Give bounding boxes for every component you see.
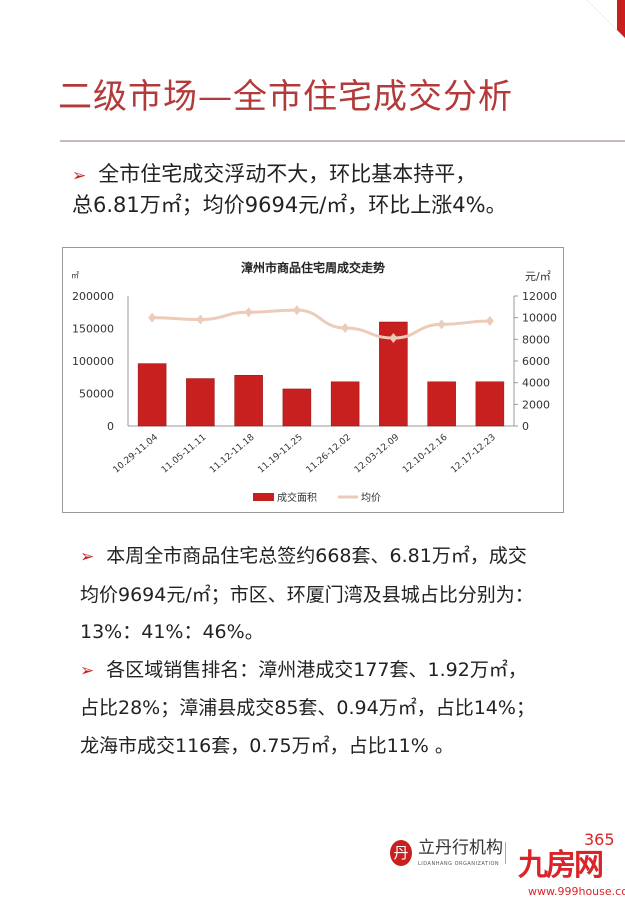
y-tick-right: 2000 bbox=[522, 398, 550, 411]
bullet-arrow-icon: ➢ bbox=[80, 660, 95, 681]
y-tick-left: 0 bbox=[107, 420, 114, 433]
paragraph-line: 各区域销售排名：漳州港成交177套、1.92万㎡， bbox=[106, 658, 527, 681]
partner-brand: 九房网 bbox=[518, 848, 604, 883]
bar bbox=[186, 378, 215, 427]
paragraph-line: 占比28%；漳浦县成交85套、0.94万㎡，占比14%； bbox=[80, 697, 535, 719]
bar bbox=[137, 363, 167, 427]
bar bbox=[282, 388, 312, 427]
y-axis-left-label: ㎡ bbox=[71, 271, 79, 280]
summary-line: ➢ 全市住宅成交浮动不大，环比基本持平， bbox=[72, 160, 617, 191]
paragraph: ➢ 本周全市商品住宅总签约668套、6.81万㎡，成交 均价9694元/㎡；市区、… bbox=[80, 538, 600, 652]
x-tick-label: 12.03-12.09 bbox=[353, 432, 402, 475]
paragraph-line: 均价9694元/㎡；市区、环厦门湾及县城占比分别为： bbox=[80, 583, 534, 606]
line-point bbox=[148, 312, 157, 323]
line-point bbox=[244, 307, 253, 318]
y-tick-right: 8000 bbox=[522, 333, 550, 346]
legend-bar-swatch bbox=[253, 493, 274, 501]
y-axis-right-label: 元/㎡ bbox=[525, 270, 551, 283]
y-tick-right: 6000 bbox=[522, 355, 550, 368]
bar bbox=[475, 381, 505, 427]
x-tick-label: 11.12-11.18 bbox=[208, 432, 257, 475]
line-point bbox=[196, 314, 205, 325]
line-point bbox=[389, 333, 398, 344]
corner-decoration-inner bbox=[587, 0, 617, 30]
y-tick-right: 12000 bbox=[522, 290, 557, 303]
summary-text: 全市住宅成交浮动不大，环比基本持平， bbox=[98, 162, 477, 186]
line-point bbox=[485, 315, 494, 326]
summary-text: 总6.81万㎡；均价9694元/㎡，环比上涨4%。 bbox=[72, 193, 507, 217]
line-point bbox=[341, 322, 350, 333]
y-tick-right: 0 bbox=[522, 420, 529, 433]
y-tick-left: 100000 bbox=[72, 355, 114, 368]
x-tick-label: 12.10-12.16 bbox=[401, 432, 450, 475]
divider bbox=[60, 140, 625, 142]
x-tick-label: 11.19-11.25 bbox=[256, 433, 304, 476]
y-tick-right: 4000 bbox=[522, 377, 550, 390]
paragraph-line: 13%：41%：46%。 bbox=[80, 621, 264, 643]
page-title: 二级市场—全市住宅成交分析 bbox=[58, 77, 513, 117]
bar bbox=[330, 381, 360, 427]
y-tick-left: 200000 bbox=[72, 290, 114, 303]
partner-number: 365 bbox=[584, 830, 615, 849]
bullet-arrow-icon: ➢ bbox=[80, 547, 95, 567]
line-point bbox=[292, 305, 301, 316]
bar bbox=[234, 375, 263, 427]
logo-seal-icon: 丹 bbox=[390, 840, 412, 866]
x-tick-label: 12.17-12.23 bbox=[449, 433, 497, 476]
x-tick-label: 10.29-11.04 bbox=[112, 432, 161, 475]
paragraph-line: 龙海市成交116套，0.75万㎡，占比11% 。 bbox=[80, 734, 454, 757]
chart-title: 漳州市商品住宅周成交走势 bbox=[241, 260, 385, 275]
line-point bbox=[437, 319, 446, 330]
bullet-arrow-icon: ➢ bbox=[72, 166, 87, 186]
y-tick-right: 10000 bbox=[522, 312, 557, 325]
legend-line-label: 均价 bbox=[361, 492, 381, 504]
paragraph-line: 本周全市商品住宅总签约668套、6.81万㎡，成交 bbox=[106, 545, 527, 567]
y-tick-left: 150000 bbox=[72, 323, 114, 336]
logo-subtitle: LIDANHANG ORGANIZATION bbox=[418, 861, 500, 867]
footer: 丹 立丹行机构 LIDANHANG ORGANIZATION 365 九房网 w… bbox=[388, 832, 625, 902]
summary: ➢ 全市住宅成交浮动不大，环比基本持平， 总6.81万㎡；均价9694元/㎡，环比… bbox=[72, 160, 617, 220]
bar bbox=[427, 381, 456, 427]
line-series bbox=[152, 308, 490, 340]
x-tick-label: 11.05-11.11 bbox=[160, 433, 208, 476]
y-tick-left: 50000 bbox=[79, 388, 114, 401]
x-tick-label: 11.26-12.02 bbox=[305, 433, 353, 476]
legend-bar-label: 成交面积 bbox=[277, 491, 317, 504]
paragraph: ➢ 各区域销售排名：漳州港成交177套、1.92万㎡， 占比28%；漳浦县成交85… bbox=[80, 652, 600, 766]
body-text: ➢ 本周全市商品住宅总签约668套、6.81万㎡，成交 均价9694元/㎡；市区、… bbox=[80, 538, 600, 765]
partner-url[interactable]: www.999house.com bbox=[528, 885, 625, 898]
separator bbox=[505, 842, 506, 864]
logo-name: 立丹行机构 bbox=[418, 838, 503, 858]
